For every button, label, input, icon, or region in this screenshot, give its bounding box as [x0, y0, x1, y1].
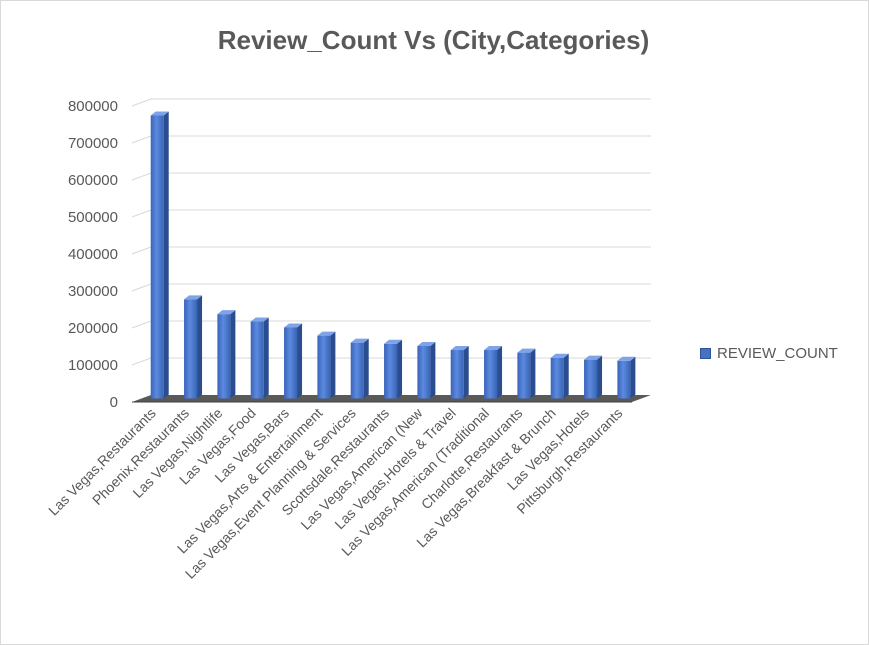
gridline-depth [131, 283, 152, 292]
y-tick-label: 400000 [68, 246, 118, 263]
bar-top [584, 355, 603, 360]
bar-side [297, 323, 303, 399]
bar [250, 321, 264, 399]
bar-top [384, 339, 403, 344]
bar-top [517, 348, 536, 353]
bar [284, 327, 298, 399]
y-tick-label: 0 [110, 394, 118, 411]
bar [450, 350, 464, 399]
bar-side [363, 338, 369, 399]
gridline-depth [131, 135, 152, 144]
bar [617, 360, 631, 399]
bar [350, 342, 364, 399]
bar-top [317, 331, 336, 336]
bar [417, 345, 431, 399]
bar-side [530, 348, 536, 399]
bar-side [163, 111, 169, 399]
y-tick-label: 200000 [68, 320, 118, 337]
bar [150, 115, 164, 399]
y-tick-label: 800000 [68, 98, 118, 115]
bar-top [484, 346, 503, 351]
gridline-depth [131, 357, 152, 366]
bar-top [284, 323, 303, 328]
bar-side [563, 353, 569, 399]
legend-label: REVIEW_COUNT [717, 345, 838, 362]
bar [584, 359, 598, 399]
bar-side [463, 346, 469, 399]
bar-top [350, 338, 369, 343]
gridline-depth [131, 172, 152, 181]
bar [550, 357, 564, 399]
legend: REVIEW_COUNT [700, 345, 838, 362]
bar-side [497, 346, 503, 399]
bar-side [330, 331, 336, 399]
y-tick-label: 100000 [68, 357, 118, 374]
bar [517, 352, 531, 399]
bar [484, 350, 498, 399]
bar [184, 299, 198, 399]
bar [317, 335, 331, 399]
y-tick-label: 700000 [68, 135, 118, 152]
bar-side [430, 341, 436, 399]
bar-top [450, 346, 469, 351]
bar [217, 314, 231, 399]
y-tick-label: 500000 [68, 209, 118, 226]
bar-side [263, 317, 269, 399]
gridline-depth [131, 98, 152, 107]
y-tick-label: 600000 [68, 172, 118, 189]
y-tick-label: 300000 [68, 283, 118, 300]
gridline-depth [131, 246, 152, 255]
legend-swatch [700, 348, 711, 359]
gridline-depth [131, 320, 152, 329]
bar-top [250, 317, 269, 322]
bar-top [217, 310, 236, 315]
bar-side [230, 310, 236, 399]
bar-side [197, 295, 203, 399]
bar-top [550, 353, 569, 358]
bar-top [150, 111, 169, 116]
chart-title: Review_Count Vs (City,Categories) [217, 25, 650, 55]
bar-side [630, 356, 636, 399]
bar-top [184, 295, 203, 300]
bar-top [617, 356, 636, 361]
bar-side [397, 339, 403, 399]
bar-side [597, 355, 603, 399]
gridline-depth [131, 209, 152, 218]
bar [384, 343, 398, 399]
bar-top [417, 341, 436, 346]
